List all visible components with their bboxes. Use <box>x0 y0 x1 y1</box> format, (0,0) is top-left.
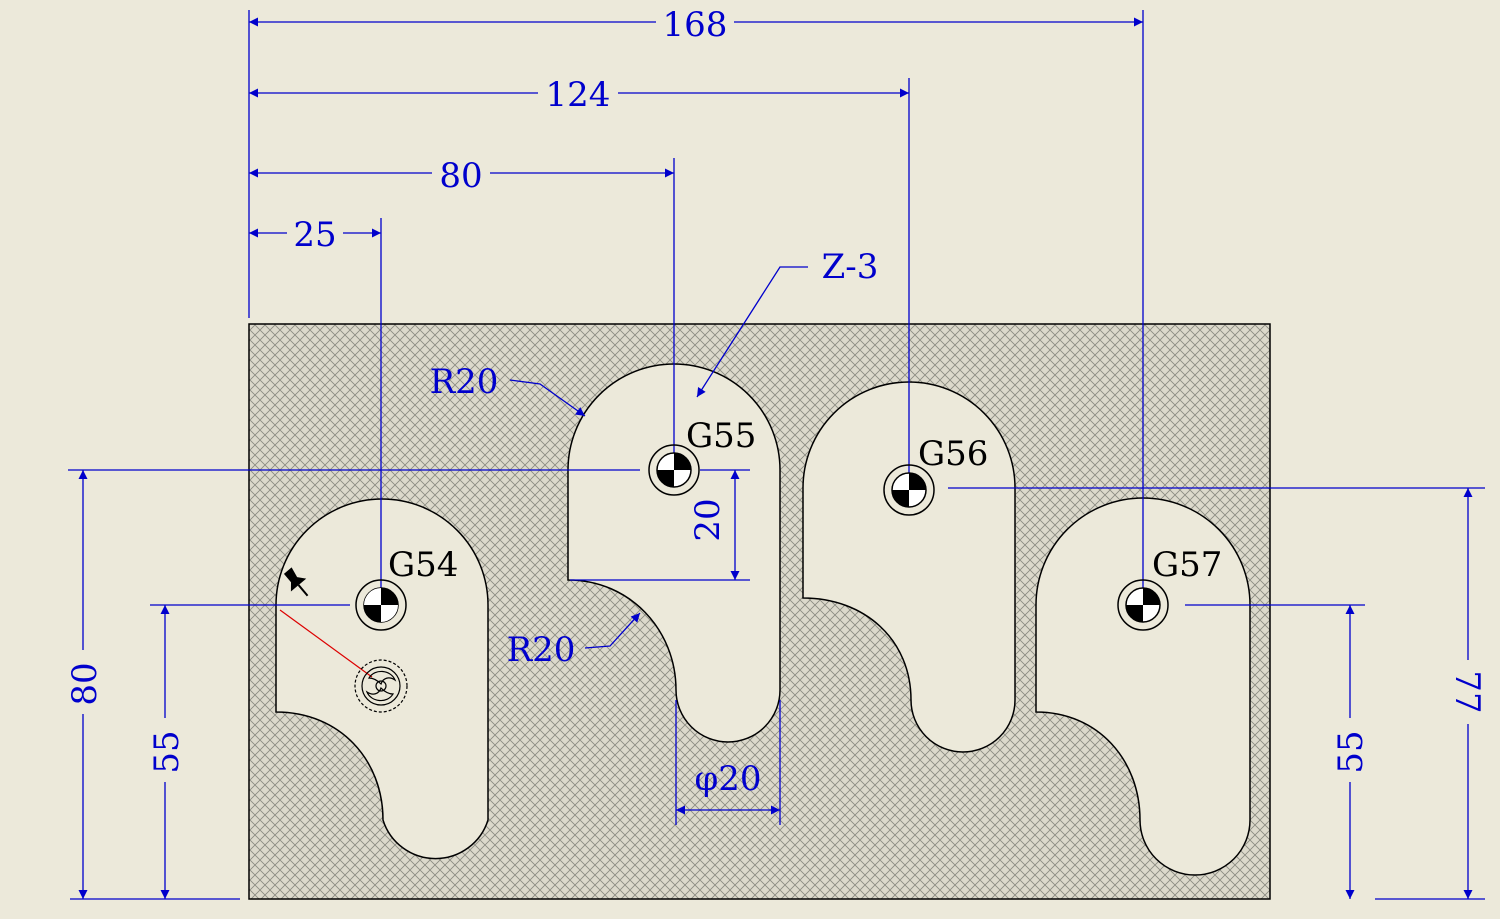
origin-marker-icon <box>1117 579 1169 631</box>
dim-124-label: 124 <box>546 75 611 115</box>
pocket-g56 <box>802 381 1016 753</box>
label-backgrounds <box>66 6 1485 782</box>
dim-diameter-label: φ20 <box>694 759 761 799</box>
work-offset-label: G56 <box>918 434 988 474</box>
work-offset-label: G54 <box>388 545 458 585</box>
dim-80-horizontal-label: 80 <box>439 156 482 196</box>
pocket-g54 <box>275 498 489 860</box>
dim-55-left-label: 55 <box>147 730 187 773</box>
origin-marker-icon <box>355 579 407 631</box>
pockets <box>275 363 1251 876</box>
dim-80-vertical-label: 80 <box>65 662 105 705</box>
probe-leader-line <box>279 609 373 678</box>
probe-icon <box>354 659 408 713</box>
origin-markers <box>355 444 1169 631</box>
work-offset-label: G57 <box>1152 545 1222 585</box>
origin-marker-icon <box>648 444 700 496</box>
pocket-g55 <box>567 363 781 743</box>
dim-25-label: 25 <box>293 215 336 255</box>
dim-depth-20-label: 20 <box>688 498 728 541</box>
origin-marker-icon <box>883 464 935 516</box>
radius-top-label: R20 <box>430 362 499 402</box>
pocket-g57 <box>1035 497 1251 876</box>
dim-77-label: 77 <box>1447 670 1487 713</box>
pushpin-icon <box>283 567 309 597</box>
dim-168-label: 168 <box>663 5 728 45</box>
dim-55-right-label: 55 <box>1331 730 1371 773</box>
radius-bottom-label: R20 <box>507 630 576 670</box>
depth-z-label: Z-3 <box>822 247 879 287</box>
work-offset-label: G55 <box>686 416 756 456</box>
